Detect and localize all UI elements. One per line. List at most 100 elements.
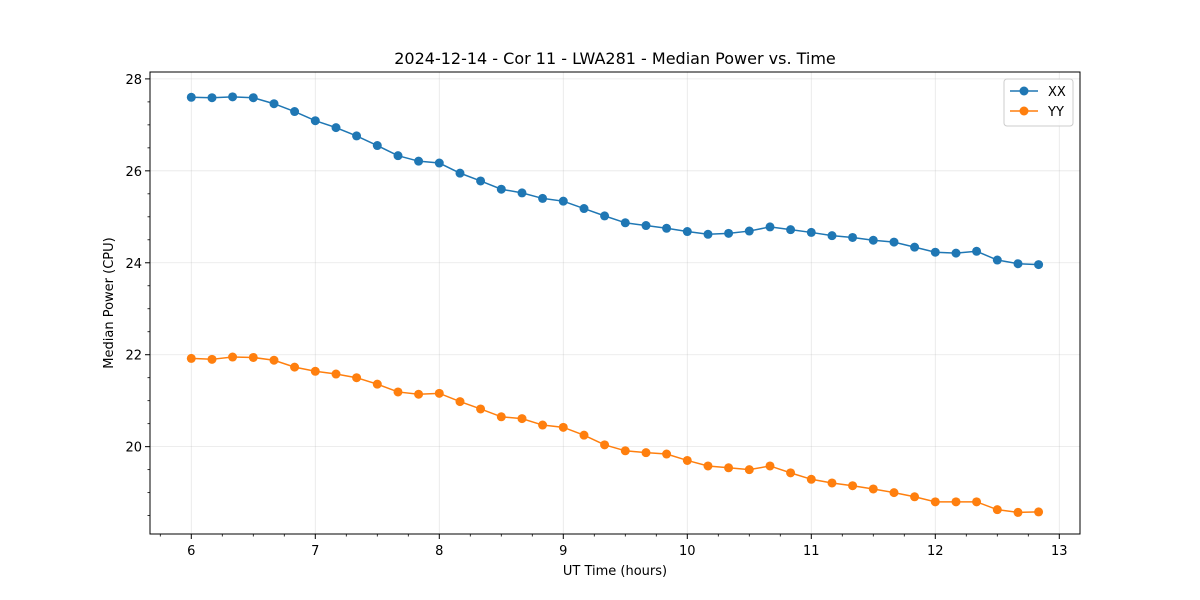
data-point-yy bbox=[620, 446, 630, 456]
data-point-yy bbox=[269, 355, 279, 365]
data-point-xx bbox=[744, 226, 754, 236]
x-tick-label: 13 bbox=[1051, 544, 1068, 559]
data-point-xx bbox=[331, 123, 341, 133]
data-point-xx bbox=[496, 184, 506, 194]
data-point-xx bbox=[1034, 260, 1044, 270]
x-tick-label: 7 bbox=[311, 544, 319, 559]
x-tick-label: 9 bbox=[559, 544, 567, 559]
data-point-yy bbox=[765, 461, 775, 471]
y-tick-label: 28 bbox=[125, 73, 142, 88]
data-point-yy bbox=[889, 488, 899, 498]
data-point-xx bbox=[372, 141, 382, 151]
data-point-xx bbox=[393, 151, 403, 161]
data-point-yy bbox=[352, 373, 362, 383]
data-point-yy bbox=[290, 362, 300, 372]
data-point-xx bbox=[992, 255, 1002, 265]
data-point-xx bbox=[827, 231, 837, 241]
y-tick-label: 22 bbox=[125, 349, 142, 364]
data-point-xx bbox=[476, 176, 486, 186]
data-point-xx bbox=[703, 229, 713, 239]
data-point-xx bbox=[930, 247, 940, 257]
grid bbox=[150, 72, 1080, 534]
data-point-yy bbox=[1013, 507, 1023, 517]
data-point-yy bbox=[972, 497, 982, 507]
data-point-xx bbox=[248, 93, 258, 103]
data-point-xx bbox=[951, 248, 961, 258]
x-tick-label: 11 bbox=[803, 544, 820, 559]
data-point-yy bbox=[579, 430, 589, 440]
data-point-yy bbox=[186, 353, 196, 363]
data-point-yy bbox=[786, 468, 796, 478]
data-point-xx bbox=[682, 227, 692, 237]
data-point-xx bbox=[848, 232, 858, 242]
data-point-yy bbox=[744, 465, 754, 475]
series-layer bbox=[186, 92, 1044, 517]
data-point-xx bbox=[765, 222, 775, 232]
data-point-xx bbox=[186, 92, 196, 102]
y-tick-label: 24 bbox=[125, 257, 142, 272]
x-tick-label: 12 bbox=[927, 544, 944, 559]
axes: 6 7 8 9 10 11 12 13 20 22 24 26 28 bbox=[125, 73, 1067, 559]
data-point-yy bbox=[682, 455, 692, 465]
data-point-xx bbox=[600, 211, 610, 221]
data-point-xx bbox=[290, 107, 300, 117]
data-point-yy bbox=[434, 388, 444, 398]
data-point-yy bbox=[1034, 507, 1044, 517]
data-point-xx bbox=[228, 92, 238, 102]
data-point-yy bbox=[455, 397, 465, 407]
x-tick-label: 10 bbox=[679, 544, 696, 559]
legend: XX YY bbox=[1003, 78, 1074, 127]
data-point-yy bbox=[558, 422, 568, 432]
data-point-yy bbox=[868, 484, 878, 494]
data-point-yy bbox=[207, 354, 217, 364]
data-point-yy bbox=[848, 481, 858, 491]
data-point-xx bbox=[806, 227, 816, 237]
x-tick-label: 6 bbox=[187, 544, 195, 559]
data-point-xx bbox=[889, 237, 899, 247]
data-point-yy bbox=[496, 412, 506, 422]
data-point-yy bbox=[248, 352, 258, 362]
legend-marker-yy bbox=[1019, 106, 1029, 116]
data-point-xx bbox=[868, 235, 878, 245]
data-point-yy bbox=[517, 414, 527, 424]
data-point-xx bbox=[414, 156, 424, 166]
data-point-yy bbox=[476, 404, 486, 414]
data-point-xx bbox=[786, 225, 796, 235]
data-point-yy bbox=[662, 449, 672, 459]
x-tick-label: 8 bbox=[435, 544, 443, 559]
data-point-yy bbox=[310, 366, 320, 376]
data-point-xx bbox=[352, 131, 362, 141]
data-point-yy bbox=[992, 505, 1002, 515]
data-point-yy bbox=[538, 420, 548, 430]
data-point-yy bbox=[393, 387, 403, 397]
plot-frame bbox=[149, 71, 1081, 535]
data-point-xx bbox=[269, 99, 279, 109]
data-point-yy bbox=[910, 492, 920, 502]
data-point-yy bbox=[951, 497, 961, 507]
data-point-xx bbox=[662, 223, 672, 233]
data-point-yy bbox=[724, 463, 734, 473]
data-point-yy bbox=[414, 389, 424, 399]
legend-label-xx: XX bbox=[1048, 85, 1066, 100]
data-point-yy bbox=[806, 474, 816, 484]
y-tick-label: 26 bbox=[125, 165, 142, 180]
x-axis-label: UT Time (hours) bbox=[563, 564, 667, 579]
data-point-xx bbox=[910, 242, 920, 252]
data-point-xx bbox=[620, 218, 630, 228]
legend-marker-xx bbox=[1019, 86, 1029, 96]
data-point-yy bbox=[331, 369, 341, 379]
data-point-xx bbox=[724, 228, 734, 238]
data-point-yy bbox=[827, 478, 837, 488]
data-point-xx bbox=[434, 158, 444, 168]
data-point-yy bbox=[372, 379, 382, 389]
data-point-yy bbox=[703, 461, 713, 471]
y-tick-label: 20 bbox=[125, 441, 142, 456]
data-point-xx bbox=[972, 246, 982, 256]
chart-title: 2024-12-14 - Cor 11 - LWA281 - Median Po… bbox=[394, 49, 836, 68]
data-point-yy bbox=[228, 352, 238, 362]
legend-label-yy: YY bbox=[1047, 105, 1064, 120]
y-axis-label: Median Power (CPU) bbox=[102, 237, 117, 368]
data-point-xx bbox=[641, 221, 651, 231]
